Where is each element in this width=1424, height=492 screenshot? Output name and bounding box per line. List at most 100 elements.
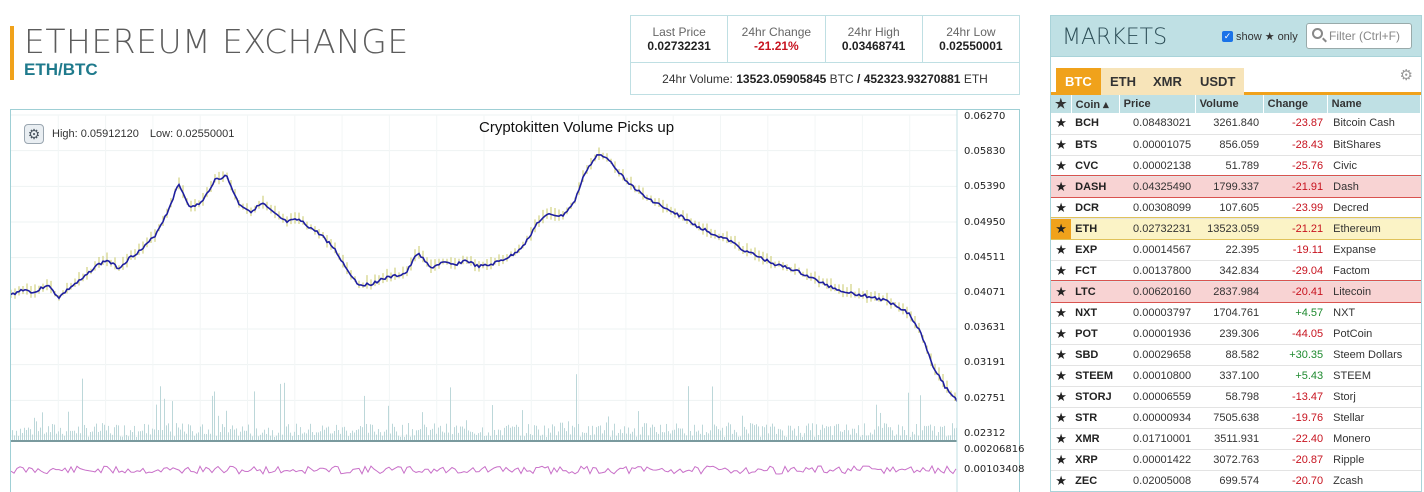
star-icon[interactable]: ★ — [1051, 113, 1072, 135]
volume-bar — [418, 430, 419, 441]
volume-bar — [448, 432, 449, 441]
star-icon[interactable]: ★ — [1051, 260, 1072, 282]
market-row-steem[interactable]: ★ STEEM 0.00010800 337.100 +5.43 STEEM — [1051, 365, 1421, 387]
column-header-coin[interactable]: Coin ▴ — [1071, 95, 1120, 113]
column-header-volume[interactable]: Volume — [1195, 95, 1264, 113]
volume-bar — [674, 429, 675, 441]
volume-bar — [472, 431, 473, 441]
volume-bar — [568, 421, 569, 441]
volume-bar — [278, 432, 279, 441]
coin-price: 0.00006559 — [1119, 386, 1196, 408]
volume-bar — [582, 432, 583, 441]
tab-eth[interactable]: ETH — [1101, 68, 1145, 95]
star-icon[interactable]: ★ — [1051, 218, 1072, 240]
volume-bar — [808, 423, 809, 441]
star-icon[interactable]: ★ — [1051, 449, 1072, 471]
star-icon[interactable]: ★ — [1051, 239, 1072, 261]
market-row-xrp[interactable]: ★ XRP 0.00001422 3072.763 -20.87 Ripple — [1051, 449, 1421, 471]
volume-bar — [552, 424, 553, 441]
star-icon[interactable]: ★ — [1051, 428, 1072, 450]
volume-bar — [392, 423, 393, 441]
star-icon[interactable]: ★ — [1051, 155, 1072, 177]
volume-bar — [520, 435, 521, 441]
market-row-xmr[interactable]: ★ XMR 0.01710001 3511.931 -22.40 Monero — [1051, 428, 1421, 450]
star-icon[interactable]: ★ — [1051, 197, 1072, 219]
volume-bar — [910, 436, 911, 441]
volume-bar — [362, 427, 363, 441]
chart-settings-gear-icon[interactable]: ⚙ — [24, 124, 44, 144]
star-icon[interactable]: ★ — [1051, 344, 1072, 366]
volume-bar — [944, 425, 945, 441]
market-row-zec[interactable]: ★ ZEC 0.02005008 699.574 -20.70 Zcash — [1051, 470, 1421, 491]
market-row-sbd[interactable]: ★ SBD 0.00029658 88.582 +30.35 Steem Dollars — [1051, 344, 1421, 366]
volume-bar — [74, 430, 75, 441]
volume-bar — [828, 426, 829, 441]
column-header-name[interactable]: Name — [1327, 95, 1421, 113]
star-icon[interactable]: ★ — [1051, 323, 1072, 345]
tab-btc[interactable]: BTC — [1056, 68, 1101, 95]
volume-bar — [312, 432, 313, 441]
market-row-eth[interactable]: ★ ETH 0.02732231 13523.059 -21.21 Ethereum — [1051, 217, 1421, 240]
price-chart-canvas[interactable] — [11, 110, 1021, 492]
volume-bar — [300, 427, 301, 441]
volume-bar — [388, 405, 389, 441]
volume-bar — [694, 424, 695, 441]
market-row-fct[interactable]: ★ FCT 0.00137800 342.834 -29.04 Factom — [1051, 260, 1421, 282]
y-axis-label: 0.04511 — [964, 251, 1006, 263]
volume-bar — [700, 433, 701, 441]
coin-volume: 1704.761 — [1195, 302, 1264, 324]
market-row-storj[interactable]: ★ STORJ 0.00006559 58.798 -13.47 Storj — [1051, 386, 1421, 408]
stat-24hr-high: 24hr High 0.03468741 — [826, 16, 923, 62]
volume-bar — [186, 433, 187, 441]
volume-bar — [90, 431, 91, 441]
volume-bar — [548, 428, 549, 441]
market-row-cvc[interactable]: ★ CVC 0.00002138 51.789 -25.76 Civic — [1051, 155, 1421, 177]
star-icon[interactable]: ★ — [1051, 176, 1072, 198]
volume-bar — [286, 426, 287, 441]
volume-bar — [598, 426, 599, 441]
volume-bar — [822, 424, 823, 441]
tab-usdt[interactable]: USDT — [1191, 68, 1245, 95]
column-header-change[interactable]: Change — [1263, 95, 1328, 113]
volume-bar — [260, 434, 261, 441]
column-header-price[interactable]: Price — [1119, 95, 1196, 113]
volume-bar — [812, 423, 813, 441]
volume-bar — [728, 422, 729, 441]
volume-bar — [336, 424, 337, 441]
tab-xmr[interactable]: XMR — [1144, 68, 1191, 95]
volume-bar — [926, 426, 927, 441]
markets-filter-input[interactable]: Filter (Ctrl+F) — [1306, 23, 1412, 49]
star-icon[interactable]: ★ — [1051, 281, 1072, 303]
price-chart[interactable]: ⚙ High: 0.05912120 Low: 0.02550001 Crypt… — [10, 109, 1024, 492]
coin-change: -13.47 — [1263, 386, 1328, 408]
coin-change: -44.05 — [1263, 323, 1328, 345]
market-row-str[interactable]: ★ STR 0.00000934 7505.638 -19.76 Stellar — [1051, 407, 1421, 429]
market-row-dcr[interactable]: ★ DCR 0.00308099 107.605 -23.99 Decred — [1051, 197, 1421, 219]
show-starred-only-toggle[interactable]: ✓ show ★ only — [1222, 30, 1298, 43]
market-row-ltc[interactable]: ★ LTC 0.00620160 2837.984 -20.41 Litecoin — [1051, 280, 1421, 303]
coin-volume: 3261.840 — [1195, 113, 1264, 135]
checkbox-checked-icon[interactable]: ✓ — [1222, 31, 1233, 42]
market-row-bch[interactable]: ★ BCH 0.08483021 3261.840 -23.87 Bitcoin Cash — [1051, 113, 1421, 135]
market-row-pot[interactable]: ★ POT 0.00001936 239.306 -44.05 PotCoin — [1051, 323, 1421, 345]
market-row-nxt[interactable]: ★ NXT 0.00003797 1704.761 +4.57 NXT — [1051, 302, 1421, 324]
volume-bar — [42, 412, 43, 441]
market-row-exp[interactable]: ★ EXP 0.00014567 22.395 -19.11 Expanse — [1051, 239, 1421, 261]
star-icon[interactable]: ★ — [1051, 407, 1072, 429]
star-icon[interactable]: ★ — [1051, 134, 1072, 156]
markets-settings-gear-icon[interactable]: ⚙ — [1399, 67, 1413, 84]
volume-bar — [170, 431, 171, 441]
star-icon[interactable]: ★ — [1051, 386, 1072, 408]
market-row-dash[interactable]: ★ DASH 0.04325490 1799.337 -21.91 Dash — [1051, 175, 1421, 198]
volume-bar — [510, 427, 511, 441]
volume-bar — [340, 433, 341, 441]
volume-bar — [316, 432, 317, 441]
star-icon[interactable]: ★ — [1051, 302, 1072, 324]
market-row-bts[interactable]: ★ BTS 0.00001075 856.059 -28.43 BitShares — [1051, 134, 1421, 156]
star-column-header[interactable]: ★ — [1051, 95, 1072, 113]
volume-bar — [534, 425, 535, 441]
volume-bar — [92, 431, 93, 441]
volume-bar — [938, 432, 939, 441]
star-icon[interactable]: ★ — [1051, 365, 1072, 387]
star-icon[interactable]: ★ — [1051, 470, 1072, 491]
